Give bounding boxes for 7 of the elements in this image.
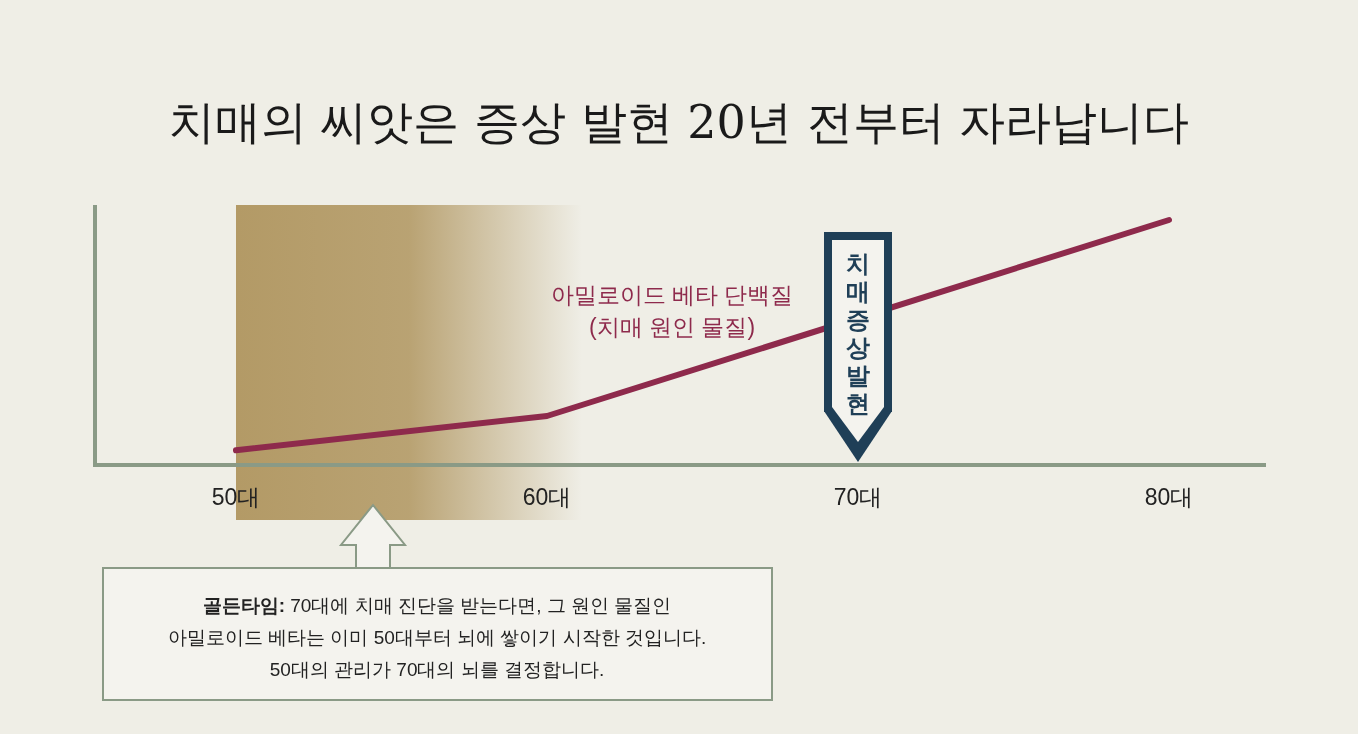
annotation: 아밀로이드 베타 단백질 (치매 원인 물질) — [550, 282, 794, 340]
x-tick-label: 70대 — [833, 484, 883, 510]
x-tick-label: 60대 — [522, 484, 572, 510]
ref-line-label: 치매 증상발현 — [846, 250, 870, 417]
x-tick-label: 80대 — [1144, 484, 1194, 510]
chart-title: 치매의 씨앗은 증상 발현 20년 전부터 자라납니다 — [168, 95, 1190, 149]
text: 골든타임: 70대에 치매 진단을 받는다면, 그 원인 물질인 아밀로이드 베타는 이미 50대부터 뇌에 쌓이기 시작한 것입니다. 50대의 관리가 70대의 뇌를 결정합니다. — [167, 595, 707, 680]
